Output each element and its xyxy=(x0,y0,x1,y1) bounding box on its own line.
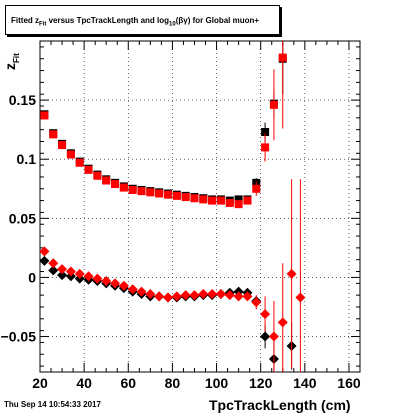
data-point-square xyxy=(278,53,287,62)
x-axis-title: TpcTrackLength (cm) xyxy=(209,397,351,413)
data-point-square xyxy=(208,196,217,205)
data-point-square xyxy=(190,194,199,203)
data-point-square xyxy=(234,195,243,204)
data-point-square xyxy=(128,185,137,194)
data-point-square xyxy=(119,183,128,192)
data-point-diamond xyxy=(277,317,288,328)
data-point-diamond xyxy=(295,292,306,303)
data-point-diamond xyxy=(207,288,218,299)
data-point-diamond xyxy=(233,291,244,302)
plot-frame xyxy=(39,40,361,373)
data-point-diamond xyxy=(198,288,209,299)
x-tick-label: 20 xyxy=(32,375,48,391)
data-point-diamond xyxy=(224,290,235,301)
data-point-square xyxy=(225,198,234,207)
data-point-diamond xyxy=(215,288,226,299)
data-point-diamond xyxy=(260,309,271,320)
x-tick-label: 80 xyxy=(165,375,181,391)
data-point-diamond xyxy=(171,291,182,302)
data-point-diamond xyxy=(48,258,59,269)
x-tick-label: 140 xyxy=(293,375,317,391)
data-point-square xyxy=(49,130,58,139)
data-point-diamond xyxy=(110,278,121,289)
data-point-diamond xyxy=(39,246,50,257)
y-axis-title: zFit xyxy=(2,53,21,70)
x-tick-label: 60 xyxy=(120,375,136,391)
data-point-diamond xyxy=(39,255,50,266)
timestamp: Thu Sep 14 10:54:33 2017 xyxy=(4,400,101,409)
data-point-diamond xyxy=(242,291,253,302)
data-point-square xyxy=(216,196,225,205)
chart-title-prefix: Fitted z xyxy=(11,16,39,25)
chart-title: Fitted zFit versus TpcTrackLength and lo… xyxy=(5,5,280,35)
data-point-diamond xyxy=(154,291,165,302)
data-point-diamond xyxy=(83,271,94,282)
data-point-square xyxy=(252,184,261,193)
data-point-square xyxy=(40,111,49,120)
y-axis-title-main: z xyxy=(2,63,18,70)
data-point-square xyxy=(93,171,102,180)
chart-title-suffix: (βγ) for Global muon+ xyxy=(175,16,260,25)
data-point-square xyxy=(164,190,172,199)
data-point-diamond xyxy=(180,290,191,301)
data-point-square xyxy=(146,188,155,197)
data-point-diamond xyxy=(101,275,112,286)
y-tick-label: 0.05 xyxy=(9,210,36,226)
data-point-square xyxy=(199,195,208,204)
data-point-diamond xyxy=(286,268,297,279)
data-point-square xyxy=(243,196,252,205)
data-point-diamond xyxy=(74,268,85,279)
data-point-square xyxy=(137,187,146,196)
x-tick-label: 40 xyxy=(76,375,92,391)
y-tick-label: −0.05 xyxy=(1,329,37,345)
data-point-square xyxy=(58,141,67,150)
data-point-square xyxy=(155,189,164,198)
tick-labels: 20 40 60 80 100 120 140 160 −0.05 0 0.05 0.1 0.15 xyxy=(1,92,361,391)
data-point-square xyxy=(66,150,75,159)
data-point-diamond xyxy=(118,280,129,291)
data-point-square xyxy=(269,100,278,109)
data-point-diamond xyxy=(268,331,279,342)
axes xyxy=(39,40,361,373)
data-point-square xyxy=(75,158,84,167)
data-point-diamond xyxy=(48,265,59,276)
data-point-square xyxy=(261,128,270,137)
data-marks xyxy=(39,41,306,372)
y-tick-label: 0.15 xyxy=(9,92,36,108)
data-point-square xyxy=(84,165,93,174)
data-point-diamond xyxy=(251,297,262,308)
chart-title-middle: versus TpcTrackLength and log xyxy=(46,16,170,25)
x-tick-label: 160 xyxy=(337,375,361,391)
data-point-diamond xyxy=(57,264,68,275)
data-point-diamond xyxy=(145,288,156,299)
chart-title-sub2: 10 xyxy=(169,21,176,28)
data-point-square xyxy=(172,191,181,200)
data-point-diamond xyxy=(163,292,173,303)
data-point-diamond xyxy=(260,331,271,342)
data-point-square xyxy=(102,176,111,185)
y-axis-title-sub: Fit xyxy=(11,53,21,63)
data-point-square xyxy=(111,180,120,189)
chart-title-sub: Fit xyxy=(39,21,47,28)
y-tick-label: 0.1 xyxy=(17,151,37,167)
y-tick-label: 0 xyxy=(28,269,36,285)
data-point-square xyxy=(261,143,270,152)
data-point-diamond xyxy=(65,266,76,277)
data-point-diamond xyxy=(57,270,68,281)
grid-lines xyxy=(39,41,360,372)
data-point-diamond xyxy=(92,273,103,284)
x-tick-label: 100 xyxy=(205,375,229,391)
data-point-square xyxy=(234,200,243,209)
x-tick-label: 120 xyxy=(249,375,273,391)
data-point-square xyxy=(181,193,190,202)
data-point-diamond xyxy=(127,284,138,295)
data-point-diamond xyxy=(136,286,147,297)
data-point-diamond xyxy=(189,290,200,301)
